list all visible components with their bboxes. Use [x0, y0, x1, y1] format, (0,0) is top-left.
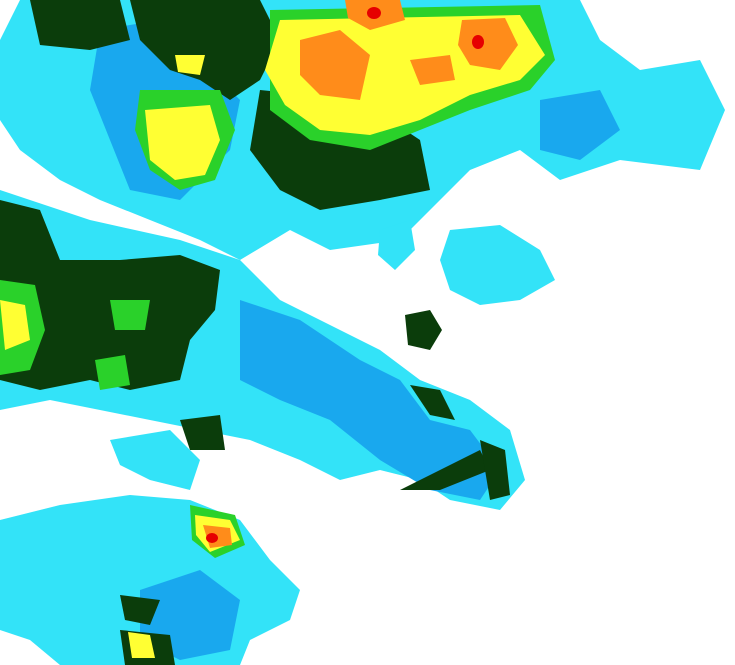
rain-area	[0, 200, 220, 390]
rain-area	[405, 310, 442, 350]
rain-area	[128, 632, 155, 658]
rain-area	[440, 225, 555, 305]
heavy-rain	[206, 7, 484, 543]
rain-area	[30, 0, 130, 50]
rain-area	[95, 355, 130, 390]
rain-area	[120, 595, 160, 625]
rain-area	[110, 430, 200, 490]
rain-area	[540, 90, 620, 160]
rain-area	[480, 440, 510, 500]
rain-area	[400, 450, 490, 490]
rain-area	[300, 30, 370, 100]
rain-area	[410, 55, 455, 85]
rain-area	[410, 385, 455, 420]
rain-area	[145, 105, 220, 180]
rain-core	[472, 35, 484, 49]
rain-area	[175, 55, 205, 75]
rain-area	[378, 220, 415, 270]
rain-area	[458, 18, 518, 70]
rain-area	[110, 300, 150, 330]
rain-area	[180, 415, 225, 450]
rain-area	[240, 300, 500, 500]
rain-area	[130, 0, 280, 100]
rain-core	[367, 7, 381, 19]
rain-core	[206, 533, 218, 543]
rain-area	[0, 300, 30, 350]
